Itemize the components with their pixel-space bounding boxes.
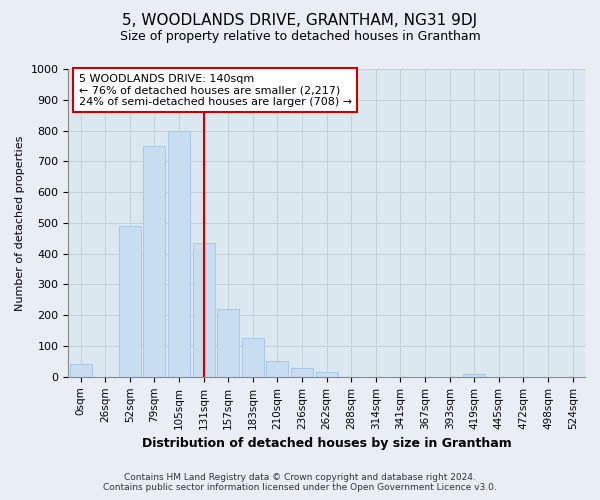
Y-axis label: Number of detached properties: Number of detached properties — [15, 135, 25, 310]
Bar — [463, 374, 485, 377]
Bar — [70, 364, 92, 377]
Bar — [143, 146, 166, 377]
Bar — [266, 362, 289, 377]
Text: Contains HM Land Registry data © Crown copyright and database right 2024.
Contai: Contains HM Land Registry data © Crown c… — [103, 473, 497, 492]
Text: Size of property relative to detached houses in Grantham: Size of property relative to detached ho… — [119, 30, 481, 43]
Bar — [193, 243, 215, 377]
Bar — [316, 372, 338, 377]
Text: 5 WOODLANDS DRIVE: 140sqm
← 76% of detached houses are smaller (2,217)
24% of se: 5 WOODLANDS DRIVE: 140sqm ← 76% of detac… — [79, 74, 352, 107]
Bar — [217, 309, 239, 377]
Bar — [168, 130, 190, 377]
Text: 5, WOODLANDS DRIVE, GRANTHAM, NG31 9DJ: 5, WOODLANDS DRIVE, GRANTHAM, NG31 9DJ — [122, 12, 478, 28]
Bar — [291, 368, 313, 377]
Bar — [119, 226, 141, 377]
Bar — [242, 338, 264, 377]
X-axis label: Distribution of detached houses by size in Grantham: Distribution of detached houses by size … — [142, 437, 512, 450]
